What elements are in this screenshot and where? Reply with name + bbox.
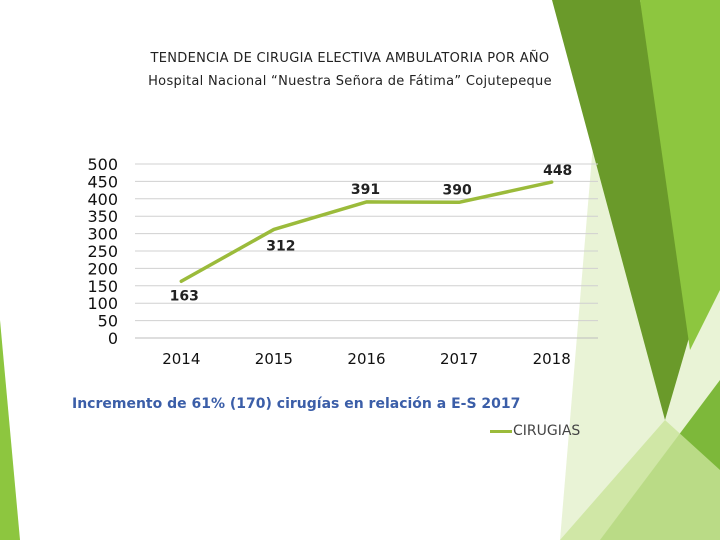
y-tick-label: 350 [87, 207, 118, 226]
data-label: 391 [351, 182, 380, 198]
x-tick-label: 2014 [162, 350, 200, 368]
data-label: 312 [266, 238, 295, 254]
legend-swatch [490, 429, 512, 433]
series-line-cirugias [179, 180, 554, 284]
y-tick-label: 500 [87, 155, 118, 174]
chart-title: TENDENCIA DE CIRUGIA ELECTIVA AMBULATORI… [150, 51, 550, 66]
decor-mid-right [552, 0, 700, 420]
y-tick-label: 250 [87, 242, 118, 261]
y-tick-label: 400 [87, 190, 118, 209]
data-label: 448 [543, 163, 572, 179]
y-tick-label: 150 [87, 277, 118, 296]
increase-note: Incremento de 61% (170) cirugías en rela… [72, 396, 521, 412]
decor-green-right [640, 0, 720, 350]
legend: CIRUGIAS [490, 423, 580, 439]
data-label: 163 [170, 288, 199, 304]
y-tick-label: 0 [108, 329, 118, 348]
x-tick-label: 2018 [533, 350, 571, 368]
y-tick-label: 200 [87, 259, 118, 278]
y-tick-label: 100 [87, 294, 118, 313]
decor-light-bottom [560, 420, 720, 540]
data-label: 390 [442, 182, 471, 198]
chart-subtitle: Hospital Nacional “Nuestra Señora de Fát… [148, 74, 552, 89]
legend-label: CIRUGIAS [513, 423, 581, 439]
x-tick-label: 2015 [255, 350, 293, 368]
y-tick-label: 50 [98, 312, 118, 331]
y-tick-label: 300 [87, 225, 118, 244]
y-tick-label: 450 [87, 172, 118, 191]
x-tick-label: 2016 [347, 350, 385, 368]
decor-left [0, 320, 20, 540]
x-tick-label: 2017 [440, 350, 478, 368]
